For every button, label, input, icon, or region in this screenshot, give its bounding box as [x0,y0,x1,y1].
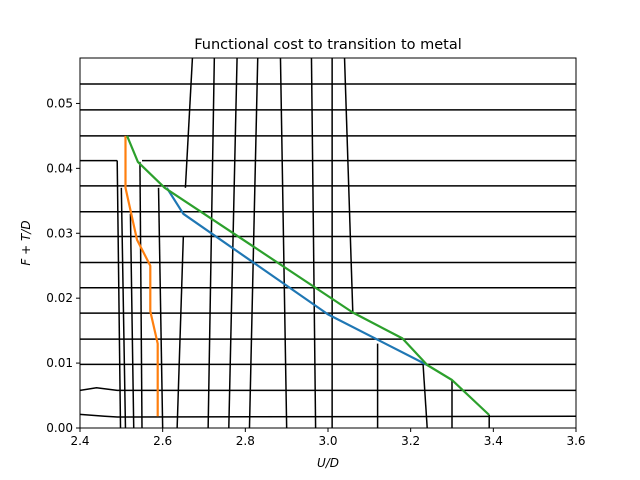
contour-line-vertical [310,58,317,428]
x-tick-label: 3.4 [484,434,503,448]
contour-line-vertical [139,161,143,428]
y-tick-label: 0.01 [46,356,73,370]
y-tick-label: 0.05 [46,96,73,110]
y-tick-label: 0.00 [46,421,73,435]
chart-title: Functional cost to transition to metal [194,37,462,53]
x-tick-label: 3.2 [401,434,420,448]
contour-line-vertical [184,58,194,188]
series-line-2 [124,135,159,417]
x-axis: 2.4 2.6 2.8 3.0 3.2 3.4 3.6 [70,428,586,448]
contour-line-vertical [129,213,135,428]
y-axis: 0.00 0.01 0.02 0.03 0.04 0.05 [46,96,80,435]
x-tick-label: 3.6 [566,434,585,448]
contour-line-horizontal [80,387,576,392]
contour-line-vertical [228,58,238,428]
y-tick-label: 0.04 [46,161,73,175]
contour-line-vertical [422,364,428,428]
contour-line-vertical [343,58,354,313]
y-axis-label: F + T/D [19,220,33,265]
x-tick-label: 2.4 [70,434,89,448]
x-tick-label: 2.8 [236,434,255,448]
contour-line-vertical [248,58,259,428]
contour-line-vertical [207,58,216,428]
contour-line-vertical [176,236,185,428]
contour-line-vertical [157,187,164,428]
series-line-1 [165,187,428,366]
x-tick-label: 3.0 [318,434,337,448]
contour-line-vertical [116,160,122,428]
x-axis-label: U/D [317,456,339,470]
plot-area [80,58,576,428]
y-tick-label: 0.02 [46,291,73,305]
y-tick-label: 0.03 [46,226,73,240]
x-tick-label: 2.6 [153,434,172,448]
contour-line-vertical [120,187,127,428]
series-line-3 [126,135,490,416]
contour-line-vertical [279,58,288,428]
contour-line-horizontal [80,413,576,418]
